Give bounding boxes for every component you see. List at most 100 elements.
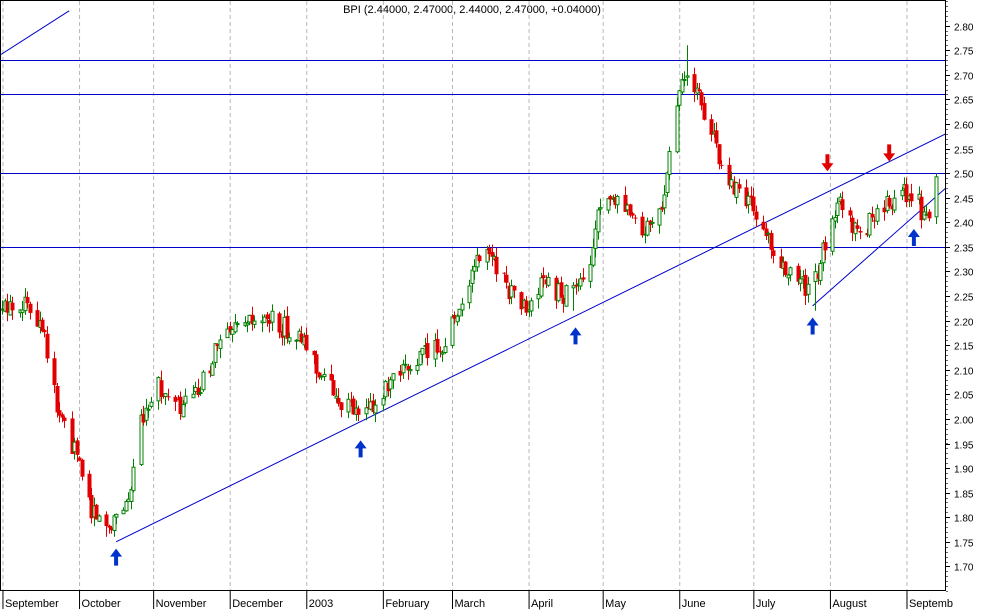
candle-body-down xyxy=(628,204,633,216)
candle-body-down xyxy=(351,398,356,415)
y-tick-label: 1.90 xyxy=(954,465,974,476)
candle-body-up xyxy=(225,328,230,339)
candle-body-up xyxy=(245,322,250,326)
candle-body-up xyxy=(685,75,690,78)
candle-body-down xyxy=(709,119,714,135)
candle-body-down xyxy=(40,319,45,332)
candle-body-down xyxy=(872,220,877,222)
candle-body-down xyxy=(823,242,828,251)
candle-body-up xyxy=(662,194,667,209)
candle-body-down xyxy=(339,402,344,411)
candle-body-up xyxy=(213,343,218,363)
y-tick-label: 2.00 xyxy=(954,416,974,427)
candle-body-up xyxy=(682,79,687,82)
candle-body-down xyxy=(55,386,60,413)
candle-body-up xyxy=(334,395,339,399)
x-tick-label: June xyxy=(682,598,706,610)
candle-body-down xyxy=(312,350,317,356)
candle-body-up xyxy=(900,189,905,197)
candle-body-up xyxy=(97,515,102,522)
candle-body-up xyxy=(835,202,840,216)
candle-body-up xyxy=(734,182,739,198)
candle-body-up xyxy=(665,172,670,194)
candle-body-down xyxy=(764,228,769,237)
candle-body-down xyxy=(109,527,114,531)
candle-body-down xyxy=(796,265,801,282)
candle-body-down xyxy=(608,196,613,200)
candle-body-down xyxy=(840,199,845,210)
up-arrow-icon xyxy=(354,440,367,458)
candle-body-down xyxy=(490,252,495,257)
candle-body-down xyxy=(94,504,99,520)
candle-body-down xyxy=(697,89,702,92)
x-tick-label: May xyxy=(605,598,626,610)
candle-body-down xyxy=(754,211,759,220)
candle-body-down xyxy=(265,314,270,320)
candle-body-up xyxy=(875,208,880,222)
y-tick-label: 2.15 xyxy=(954,342,974,353)
candle-body-up xyxy=(546,276,551,286)
candle-body-down xyxy=(75,440,80,455)
candle-body-up xyxy=(443,346,448,354)
candle-body-up xyxy=(198,392,203,395)
candle-body-up xyxy=(373,404,378,414)
candle-body-down xyxy=(28,303,33,313)
plot-frame xyxy=(0,0,946,591)
candle-body-down xyxy=(919,196,924,221)
candle-body-down xyxy=(452,314,457,319)
candle-body-up xyxy=(364,407,369,415)
candle-body-up xyxy=(457,308,462,317)
candle-body-up xyxy=(252,320,257,325)
candle-body-up xyxy=(403,363,408,366)
candle-body-up xyxy=(420,347,425,355)
candle-body-down xyxy=(737,184,742,189)
candle-body-up xyxy=(934,176,939,218)
candle-body-up xyxy=(467,285,472,304)
candle-body-down xyxy=(60,414,65,418)
candle-body-down xyxy=(285,315,290,339)
trend-lines xyxy=(0,10,946,543)
trend-line xyxy=(115,133,946,543)
y-tick-label: 2.30 xyxy=(954,268,974,279)
x-tick-label: March xyxy=(455,598,486,610)
candle-body-down xyxy=(574,284,579,287)
candle-body-down xyxy=(317,372,322,378)
candle-body-down xyxy=(477,255,482,262)
candle-body-down xyxy=(196,387,201,396)
x-tick-label: October xyxy=(82,598,121,610)
up-arrow-icon xyxy=(806,317,819,335)
candle-body-down xyxy=(699,92,704,106)
candle-body-up xyxy=(536,293,541,300)
candle-body-down xyxy=(62,417,67,421)
y-tick-label: 1.95 xyxy=(954,441,974,452)
candle-body-up xyxy=(415,365,420,371)
candle-body-down xyxy=(159,380,164,397)
candle-body-down xyxy=(166,396,171,398)
candle-body-up xyxy=(163,393,168,397)
y-tick-label: 2.35 xyxy=(954,244,974,255)
candle-body-down xyxy=(633,217,638,219)
candle-body-down xyxy=(630,213,635,216)
candle-body-up xyxy=(322,373,327,378)
candle-body-up xyxy=(270,310,275,323)
candle-body-down xyxy=(561,297,566,304)
candle-body-down xyxy=(502,272,507,274)
candle-body-down xyxy=(336,397,341,404)
candle-body-up xyxy=(675,105,680,153)
y-tick-label: 2.10 xyxy=(954,367,974,378)
candle-body-up xyxy=(287,337,292,342)
candle-body-down xyxy=(52,358,57,386)
candle-body-up xyxy=(218,339,223,349)
candle-body-down xyxy=(904,184,909,203)
candle-body-down xyxy=(5,301,10,313)
x-tick-label: April xyxy=(531,598,553,610)
candle-body-up xyxy=(201,371,206,391)
candle-body-down xyxy=(512,285,517,291)
x-tick-label: August xyxy=(832,598,866,610)
candle-body-up xyxy=(798,278,803,284)
candle-body-up xyxy=(645,220,650,236)
up-arrow-icon xyxy=(569,327,582,345)
candle-body-up xyxy=(262,316,267,323)
trend-line xyxy=(0,10,70,56)
candle-body-up xyxy=(892,197,897,211)
